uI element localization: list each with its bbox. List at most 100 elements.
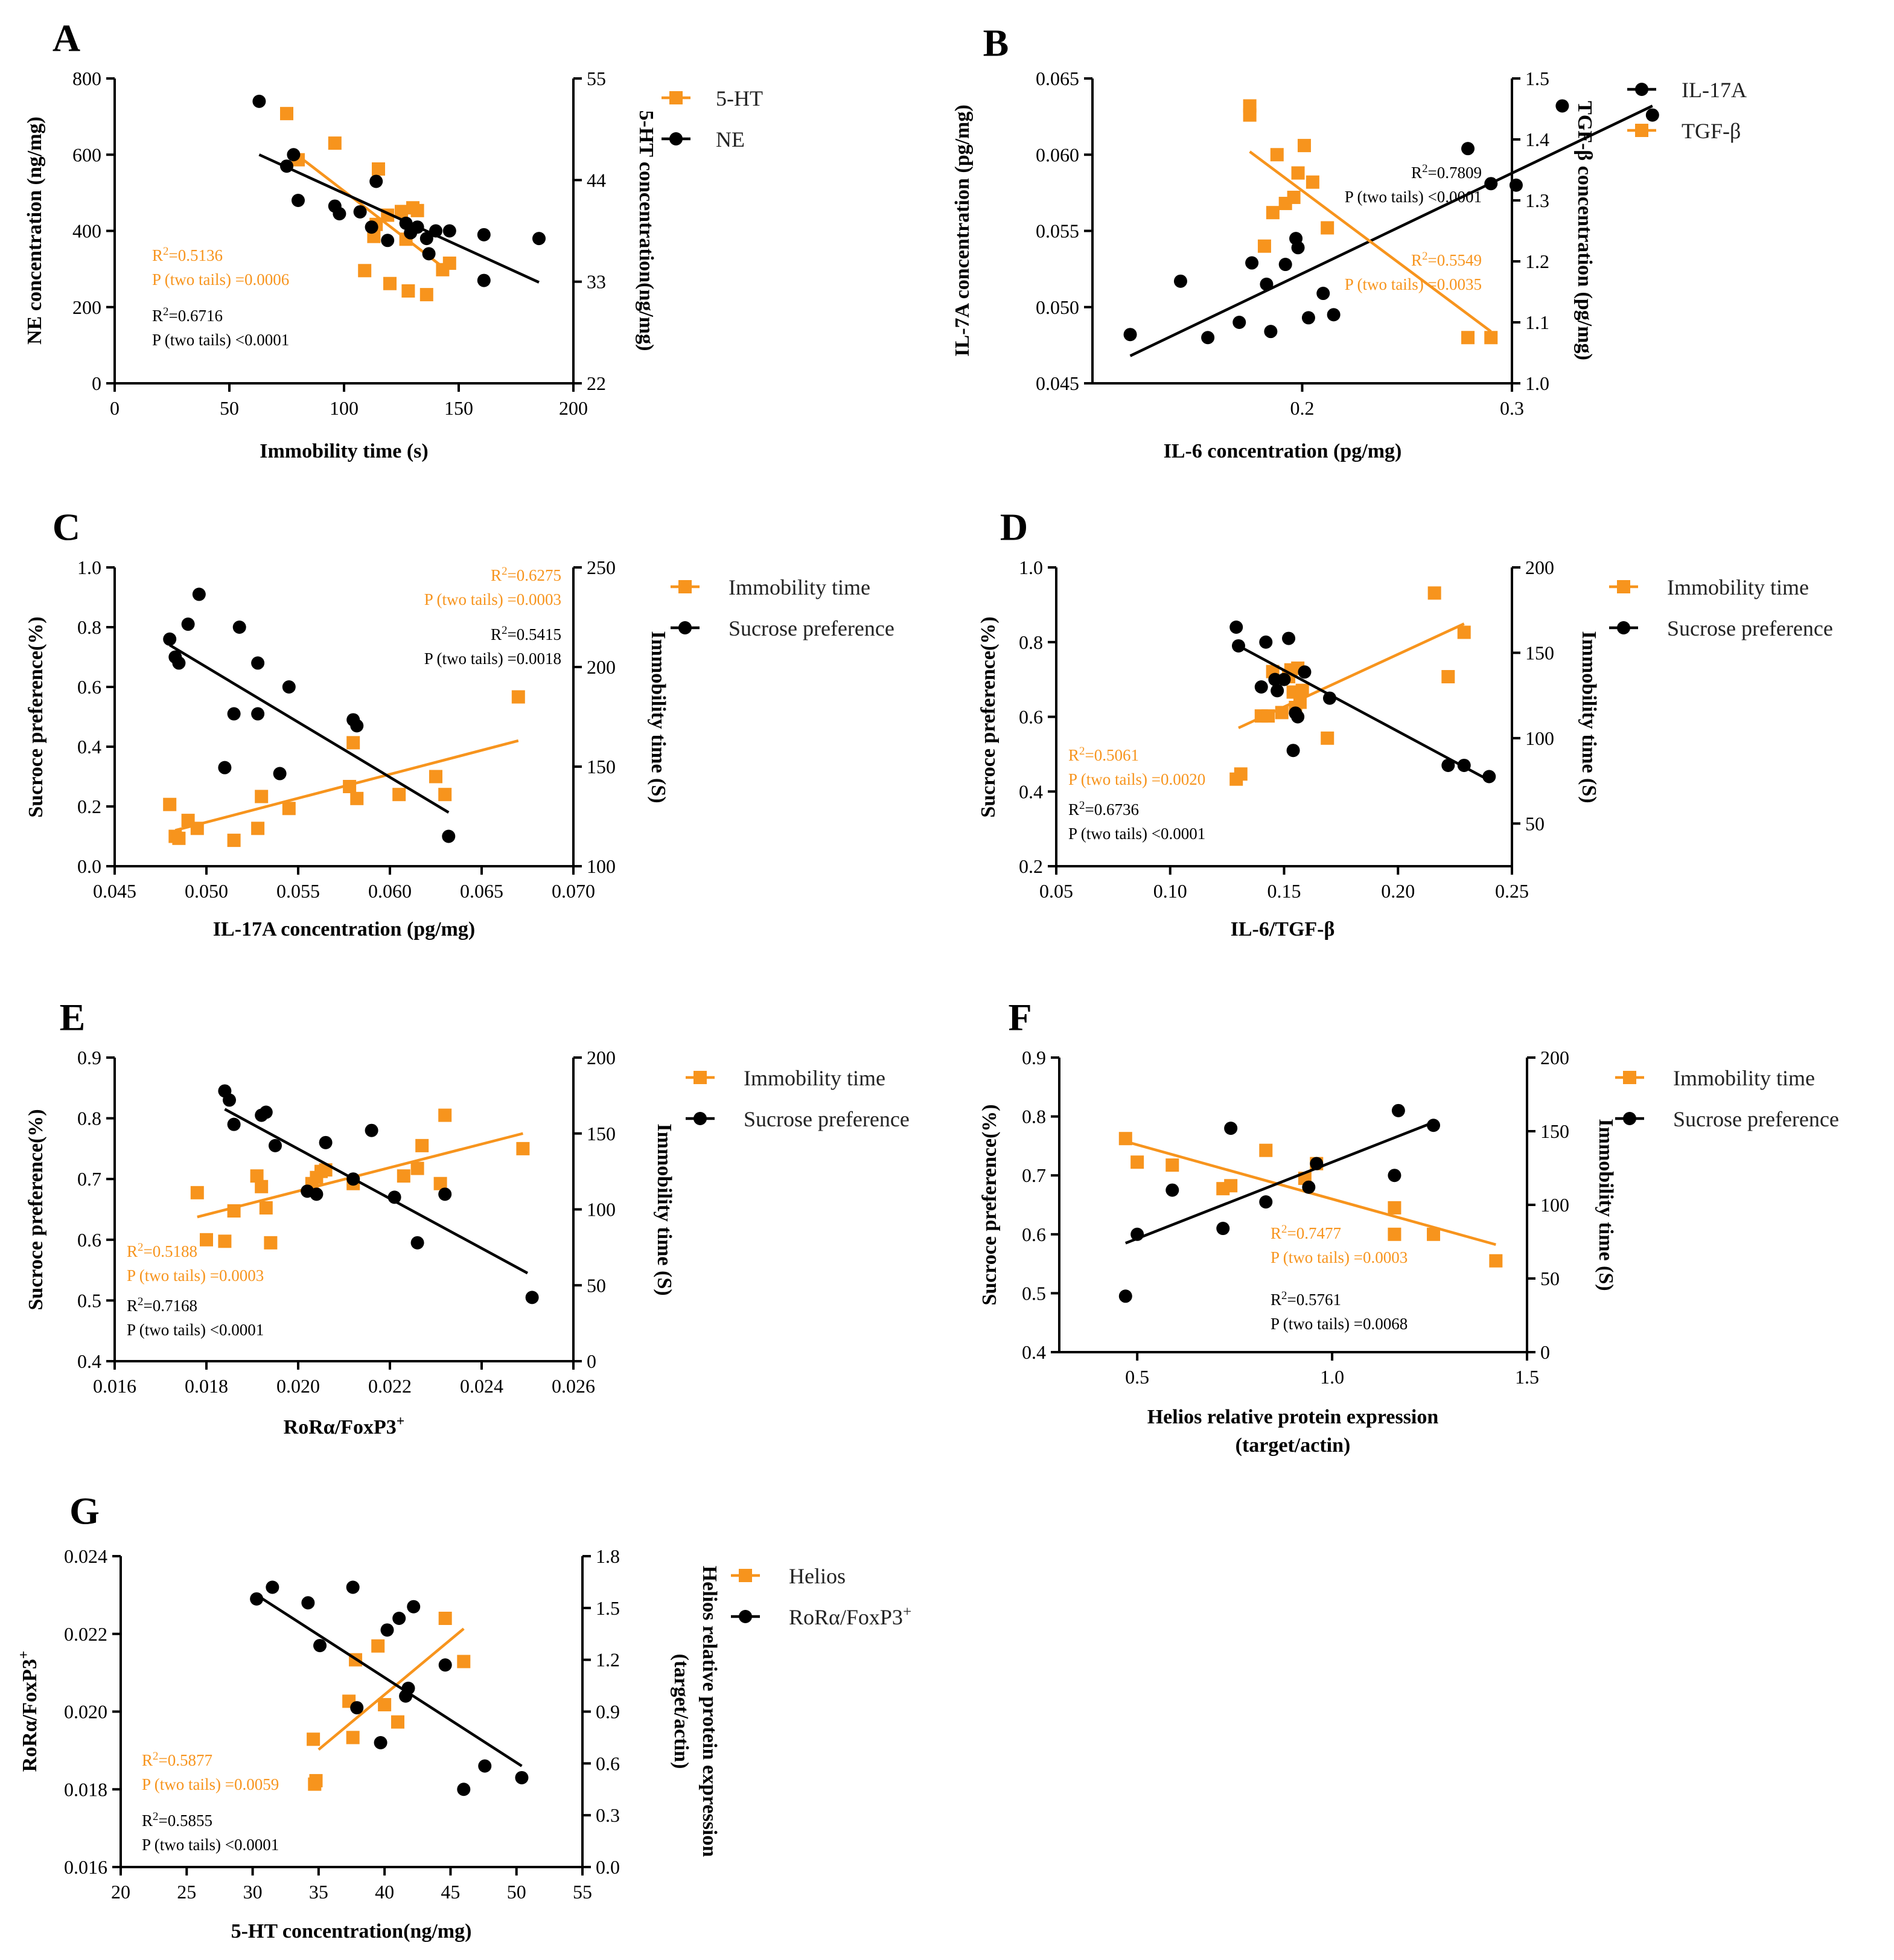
data-point xyxy=(280,107,293,121)
data-point xyxy=(313,1639,327,1653)
x-tick-label: 0.5 xyxy=(1125,1366,1149,1388)
data-point xyxy=(343,780,357,793)
x-tick-label: 0.018 xyxy=(185,1375,228,1397)
legend-marker xyxy=(1617,621,1630,634)
regression-line xyxy=(1124,1121,1434,1245)
y-tick-label: 0.4 xyxy=(1019,780,1043,802)
data-point xyxy=(1295,683,1309,697)
x-tick-label: 0.20 xyxy=(1381,880,1415,902)
x-tick-label: 55 xyxy=(573,1881,592,1903)
panel-letter: G xyxy=(69,1490,100,1533)
stat-annotation: R2=0.5061 P (two tails) =0.0020 xyxy=(1068,745,1205,789)
data-point xyxy=(395,205,408,219)
legend-marker xyxy=(694,1112,707,1125)
legend-label: Immobility time xyxy=(729,575,870,599)
data-point xyxy=(410,203,424,217)
y2-tick-label: 100 xyxy=(587,855,616,877)
r-squared-sup: 2 xyxy=(138,1241,143,1254)
series-tgf- xyxy=(1243,99,1498,345)
data-point xyxy=(532,232,546,246)
data-point xyxy=(378,1698,392,1712)
panel-d: D 0.05 0.10 0.15 0.20 0.25 0.2 0.4 0.6 0.8 1.0 50 10… xyxy=(977,506,1833,940)
data-point xyxy=(1287,190,1301,204)
x-tick-label: 35 xyxy=(309,1881,328,1903)
data-point xyxy=(380,1623,394,1637)
data-point xyxy=(163,632,177,646)
data-point xyxy=(429,770,442,784)
data-point xyxy=(442,257,456,270)
data-point xyxy=(200,1233,213,1247)
data-point xyxy=(1224,1179,1238,1193)
data-point xyxy=(515,1770,529,1784)
data-point xyxy=(1484,177,1498,191)
legend-marker xyxy=(1623,1071,1636,1084)
data-point xyxy=(1321,221,1334,235)
p-value-label: P (two tails) =0.0006 xyxy=(152,270,289,289)
data-point xyxy=(442,224,456,238)
data-point xyxy=(252,94,266,108)
data-point xyxy=(1388,1227,1401,1241)
data-point xyxy=(457,1655,471,1668)
data-point xyxy=(422,247,436,261)
y2-tick-label: 1.3 xyxy=(1525,190,1549,211)
y2-tick-label: 0.9 xyxy=(596,1701,620,1723)
data-point xyxy=(282,802,296,816)
data-point xyxy=(1254,680,1268,694)
data-point xyxy=(419,288,433,302)
stat-annotation: R2=0.5415 P (two tails) =0.0018 xyxy=(424,624,561,668)
y-axis-label: RoRα/FoxP3+ xyxy=(16,1651,41,1772)
regression-line xyxy=(258,153,540,284)
panel-letter: C xyxy=(53,506,80,549)
y2-axis-label: Immobility time (S) xyxy=(653,1123,675,1295)
stat-annotation: R2=0.5188 P (two tails) =0.0003 xyxy=(127,1241,264,1285)
y2-tick-label: 250 xyxy=(587,557,616,578)
y-tick-label: 0.8 xyxy=(77,616,101,638)
data-point xyxy=(190,1186,204,1199)
data-point xyxy=(353,205,367,219)
data-point xyxy=(1243,108,1257,122)
x-axis-label-line2: (target/actin) xyxy=(1236,1434,1351,1457)
data-point xyxy=(407,1600,421,1614)
panel-g: G20 25 30 35 40 45 50 550.0160.0180.0200.0220.0… xyxy=(16,1490,911,1942)
data-point xyxy=(1216,1222,1230,1236)
y-tick-label: 0.9 xyxy=(1022,1047,1046,1068)
data-point xyxy=(172,656,186,670)
p-value-label: P (two tails) <0.0001 xyxy=(152,331,289,349)
r-squared-label: R2=0.7809 xyxy=(1411,162,1482,182)
data-point xyxy=(227,834,241,848)
data-point xyxy=(1232,316,1246,329)
y-axis-label: Sucroce preference(%) xyxy=(25,1109,47,1310)
legend-item: Sucrose preference xyxy=(686,1107,910,1131)
y2-tick-label: 150 xyxy=(587,1123,616,1144)
legend-marker xyxy=(1617,580,1630,593)
data-point xyxy=(1302,1180,1316,1194)
data-point xyxy=(251,822,265,835)
data-point xyxy=(401,284,415,298)
x-tick-label: 0.026 xyxy=(552,1375,595,1397)
regression-line xyxy=(1129,104,1653,357)
data-point xyxy=(415,1138,429,1152)
data-point xyxy=(1275,706,1289,720)
data-point xyxy=(1306,175,1319,189)
y-tick-label: 0.8 xyxy=(77,1108,101,1129)
stat-annotation: R2=0.6275 P (two tails) =0.0003 xyxy=(424,565,561,609)
legend-label: Sucrose preference xyxy=(1667,616,1833,640)
y2-axis-label: 5-HT concentration(ng/mg) xyxy=(635,110,657,351)
p-value-label: P (two tails) <0.0001 xyxy=(1345,188,1482,206)
data-point xyxy=(381,234,395,247)
data-point xyxy=(287,148,301,162)
data-point xyxy=(374,1736,387,1749)
y2-tick-label: 50 xyxy=(1525,812,1545,834)
legend-marker xyxy=(694,1071,707,1084)
y2-axis-label: Helios relative protein expression xyxy=(698,1566,721,1857)
regression-line xyxy=(317,1627,465,1751)
data-point xyxy=(1224,1122,1238,1135)
legend-item: Sucrose preference xyxy=(1615,1107,1839,1131)
x-tick-label: 200 xyxy=(559,397,588,419)
data-point xyxy=(1441,758,1455,772)
data-point xyxy=(269,1138,282,1152)
stat-annotation: R2=0.5761 P (two tails) =0.0068 xyxy=(1271,1289,1408,1333)
regression-line xyxy=(169,643,450,814)
y2-tick-label: 100 xyxy=(1540,1194,1569,1216)
x-axis-label: 5-HT concentration(ng/mg) xyxy=(231,1920,472,1942)
